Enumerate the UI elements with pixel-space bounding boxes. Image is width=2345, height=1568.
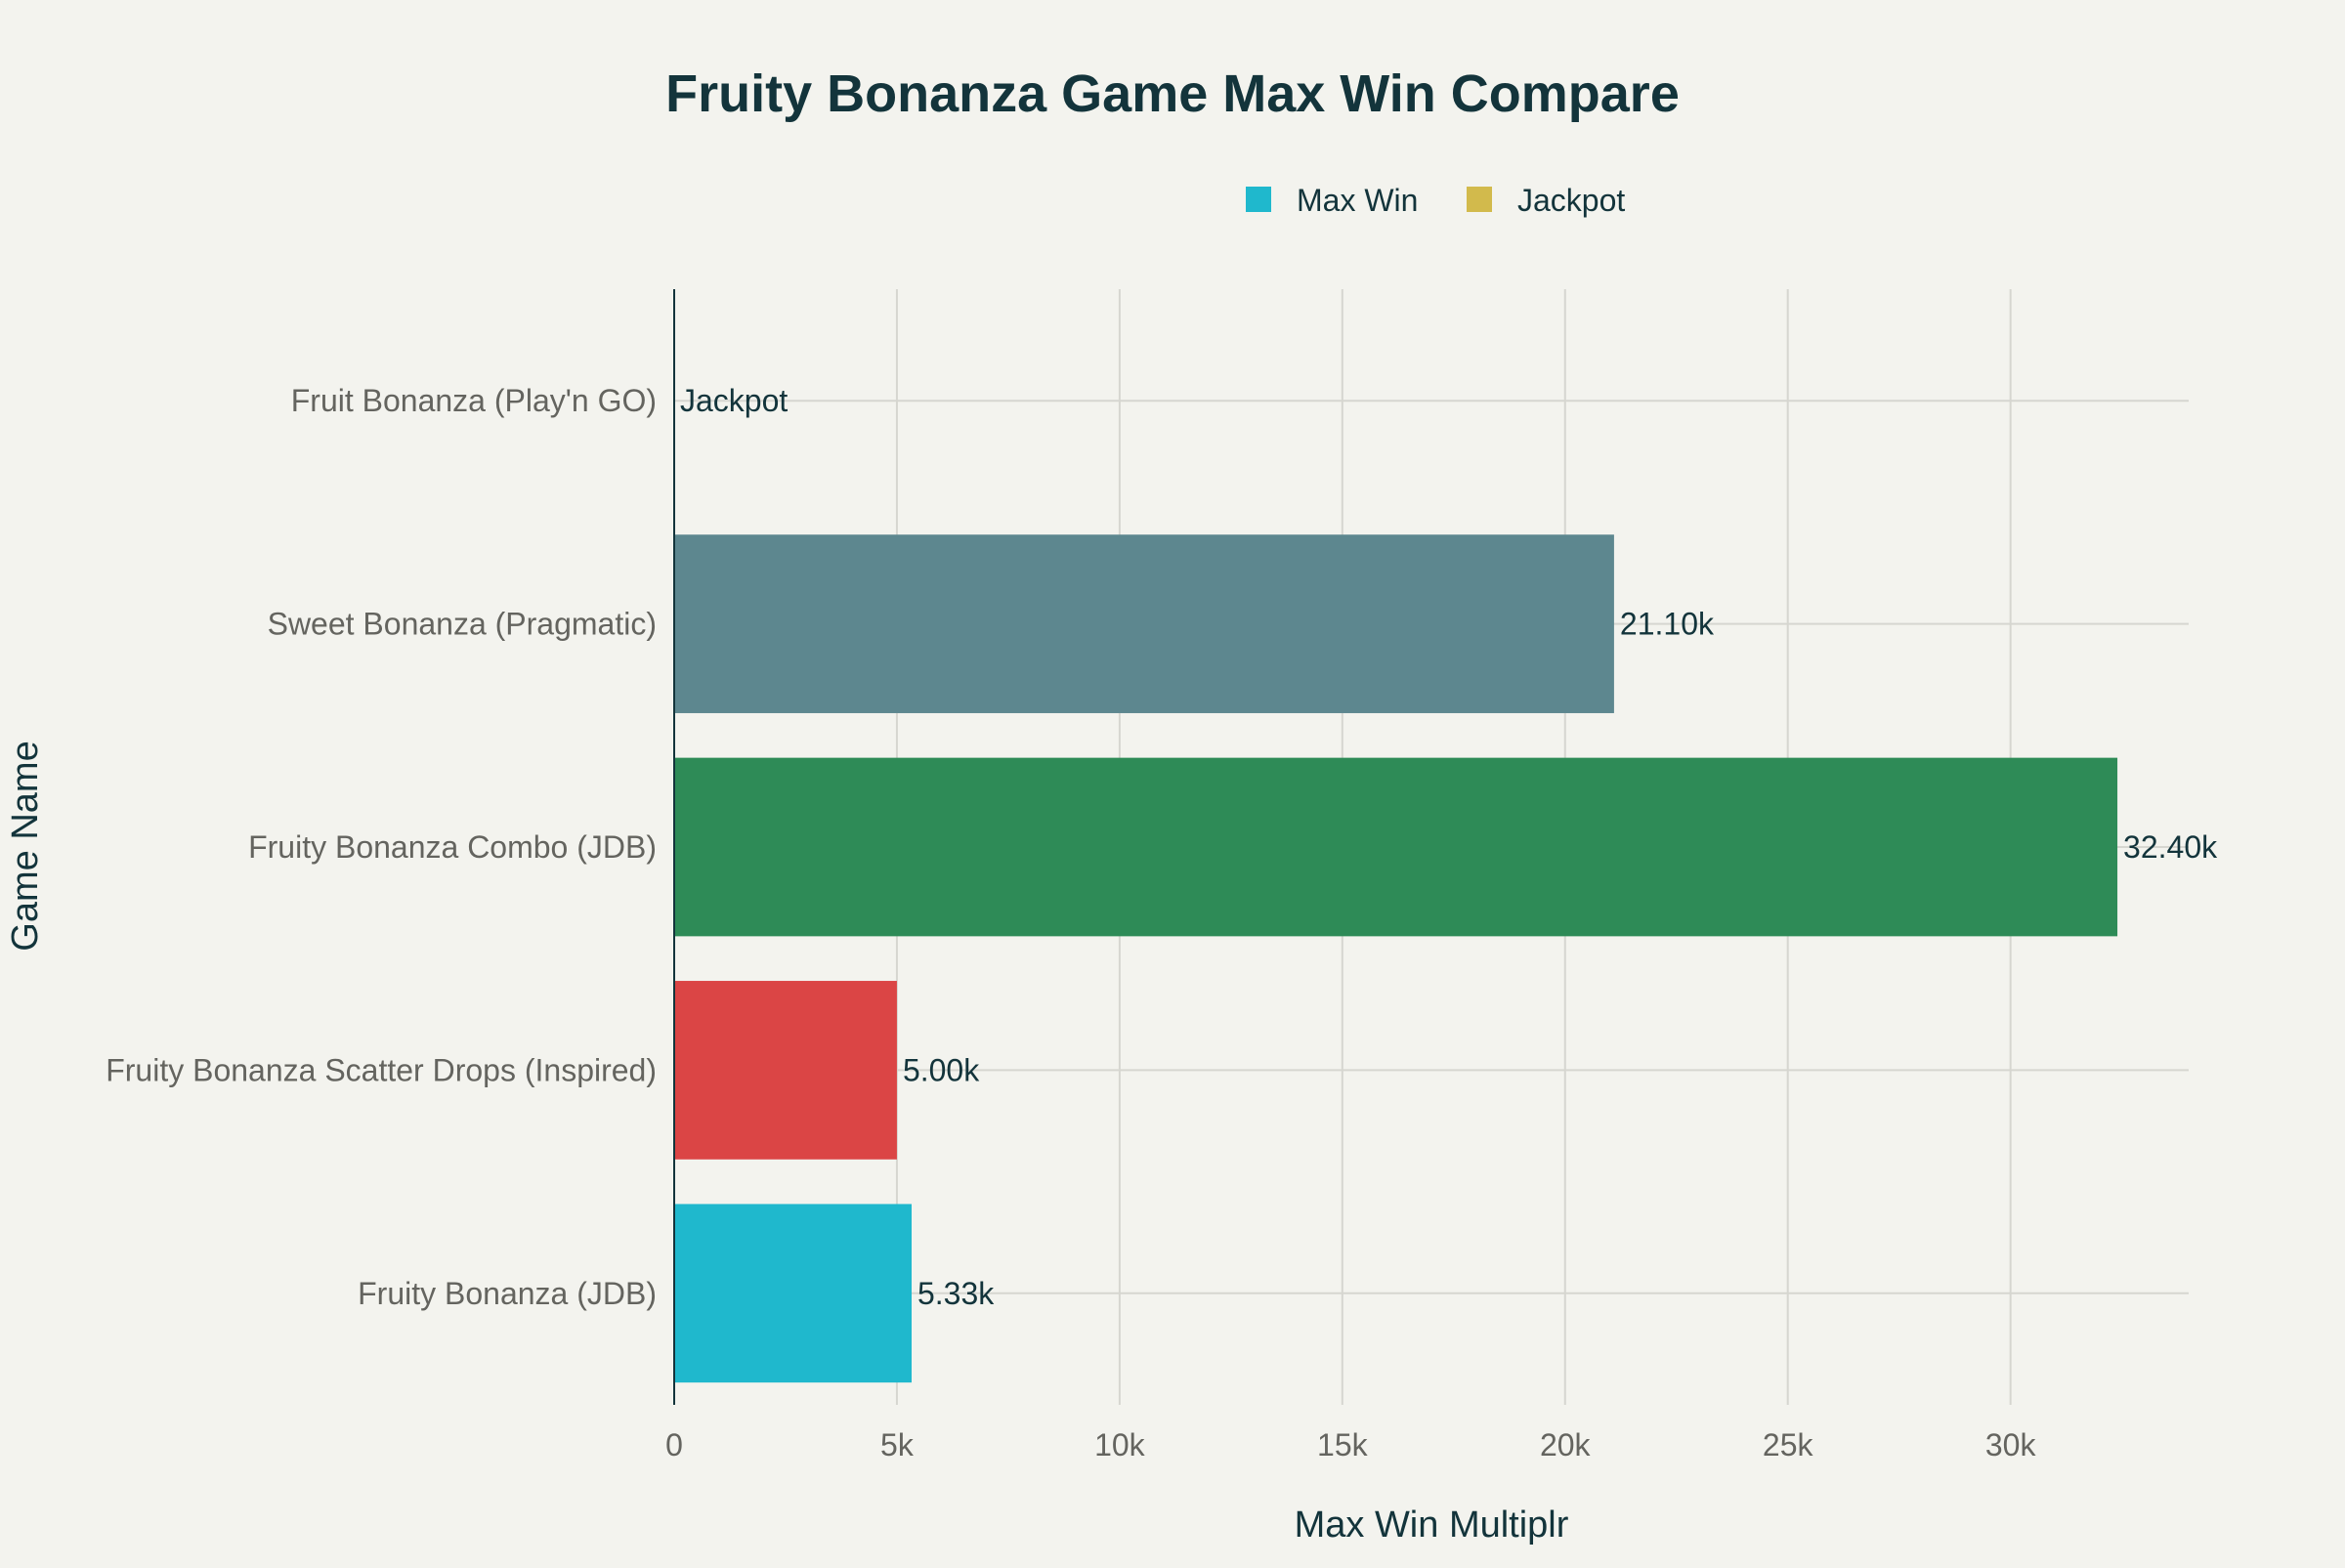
y-tick-label-2: Fruity Bonanza Combo (JDB) bbox=[248, 829, 657, 865]
y-axis: Fruit Bonanza (Play'n GO) Sweet Bonanza (… bbox=[106, 289, 675, 1405]
legend-swatch-1 bbox=[1467, 187, 1492, 212]
data-label-0: Jackpot bbox=[680, 383, 788, 418]
legend-label-0: Max Win bbox=[1297, 183, 1418, 218]
bar-1 bbox=[674, 534, 1614, 713]
x-tick-label-4: 20k bbox=[1540, 1427, 1592, 1462]
y-tick-label-3: Fruity Bonanza Scatter Drops (Inspired) bbox=[106, 1052, 657, 1087]
bar-3 bbox=[674, 981, 897, 1160]
legend: Max Win Jackpot bbox=[1246, 183, 1625, 218]
y-tick-label-4: Fruity Bonanza (JDB) bbox=[358, 1276, 657, 1311]
x-tick-label-0: 0 bbox=[665, 1427, 683, 1462]
bar-4 bbox=[674, 1204, 912, 1383]
data-label-1: 21.10k bbox=[1620, 607, 1715, 642]
legend-label-1: Jackpot bbox=[1517, 183, 1625, 218]
data-label-4: 5.33k bbox=[917, 1276, 995, 1311]
x-tick-label-6: 30k bbox=[1985, 1427, 2037, 1462]
x-axis-title: Max Win Multiplr bbox=[1295, 1504, 1569, 1546]
x-tick-label-1: 5k bbox=[880, 1427, 915, 1462]
x-axis: 0 5k 10k 15k 20k 25k 30k bbox=[665, 1427, 2036, 1462]
x-tick-label-3: 15k bbox=[1317, 1427, 1369, 1462]
bar-2 bbox=[674, 757, 2118, 937]
chart-title: Fruity Bonanza Game Max Win Compare bbox=[665, 64, 1680, 123]
x-tick-label-2: 10k bbox=[1094, 1427, 1146, 1462]
data-labels: Jackpot 21.10k 32.40k 5.00k 5.33k bbox=[680, 383, 2218, 1311]
y-tick-label-1: Sweet Bonanza (Pragmatic) bbox=[268, 607, 657, 642]
y-axis-title: Game Name bbox=[5, 741, 46, 951]
legend-swatch-0 bbox=[1246, 187, 1271, 212]
x-tick-label-5: 25k bbox=[1763, 1427, 1814, 1462]
data-label-3: 5.00k bbox=[903, 1052, 980, 1087]
y-tick-label-0: Fruit Bonanza (Play'n GO) bbox=[291, 383, 657, 418]
bars bbox=[674, 534, 2118, 1383]
data-label-2: 32.40k bbox=[2123, 829, 2218, 865]
